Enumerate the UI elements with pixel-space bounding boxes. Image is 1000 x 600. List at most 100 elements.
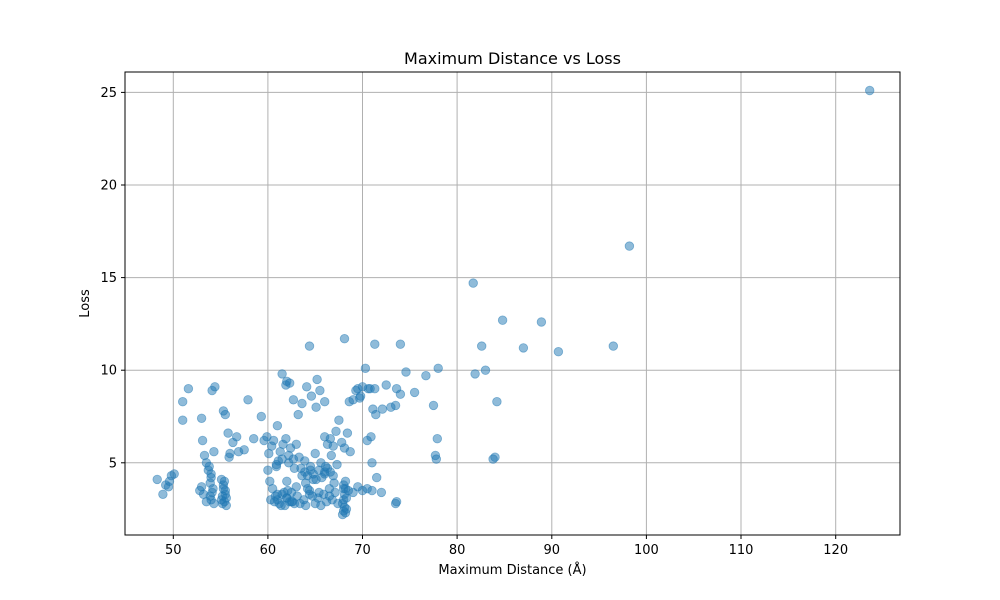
scatter-point xyxy=(377,404,388,414)
scatter-point xyxy=(263,465,273,475)
scatter-point xyxy=(480,365,491,375)
x-tick-label: 60 xyxy=(260,543,277,558)
scatter-point xyxy=(477,341,487,351)
scatter-point xyxy=(221,493,232,503)
scatter-point xyxy=(315,385,325,396)
scatter-point xyxy=(169,469,179,479)
scatter-point xyxy=(282,476,292,487)
scatter-point xyxy=(312,374,322,385)
scatter-point xyxy=(320,397,330,407)
scatter-point xyxy=(308,474,319,485)
x-tick-label: 100 xyxy=(634,543,659,558)
x-axis-ticks: 50 60 70 80 90 100 110 120 xyxy=(165,535,848,558)
scatter-point xyxy=(497,315,508,325)
scatter-point xyxy=(536,317,547,327)
x-tick-label: 80 xyxy=(449,543,466,558)
scatter-point xyxy=(277,369,287,379)
scatter-point xyxy=(433,363,443,374)
y-tick-label: 15 xyxy=(100,271,117,286)
grid-lines xyxy=(125,72,900,535)
scatter-point xyxy=(329,478,339,488)
scatter-point xyxy=(391,497,402,507)
scatter-point xyxy=(206,469,216,479)
scatter-point xyxy=(390,400,401,411)
data-points xyxy=(152,85,875,520)
scatter-point xyxy=(624,241,635,251)
scatter-point xyxy=(372,472,382,483)
scatter-point xyxy=(432,434,443,444)
scatter-point xyxy=(468,278,478,288)
scatter-point xyxy=(289,463,300,474)
scatter-point xyxy=(276,500,286,511)
scatter-point xyxy=(370,384,380,394)
scatter-point xyxy=(490,452,500,462)
scatter-point xyxy=(291,439,302,450)
scatter-point xyxy=(401,367,411,377)
chart-title: Maximum Distance vs Loss xyxy=(404,49,621,68)
scatter-point xyxy=(286,497,297,507)
scatter-point xyxy=(608,341,619,351)
scatter-point xyxy=(183,384,194,394)
scatter-point xyxy=(164,476,175,487)
scatter-point xyxy=(342,428,353,438)
scatter-point xyxy=(239,445,249,455)
scatter-point xyxy=(367,485,377,496)
scatter-point xyxy=(152,474,162,485)
scatter-point xyxy=(272,421,283,431)
scatter-point xyxy=(293,409,303,420)
scatter-point xyxy=(345,447,355,457)
scatter-point xyxy=(314,487,324,498)
scatter-point xyxy=(370,339,380,349)
scatter-point xyxy=(553,347,564,357)
scatter-point xyxy=(334,415,344,425)
scatter-point xyxy=(409,387,420,398)
scatter-point xyxy=(291,482,302,492)
scatter-point xyxy=(177,397,188,407)
scatter-point xyxy=(209,447,219,457)
scatter-point xyxy=(306,391,317,401)
x-tick-label: 120 xyxy=(823,543,848,558)
x-tick-label: 90 xyxy=(544,543,561,558)
scatter-point xyxy=(158,489,168,500)
x-tick-label: 70 xyxy=(354,543,371,558)
scatter-point xyxy=(326,450,337,461)
scatter-point xyxy=(219,476,230,487)
scatter-point xyxy=(220,409,231,420)
scatter-point xyxy=(197,435,208,446)
scatter-point xyxy=(395,389,406,399)
scatter-point xyxy=(271,459,282,470)
scatter-point xyxy=(302,382,312,392)
scatter-point xyxy=(297,471,307,481)
scatter-point xyxy=(196,413,207,424)
scatter-point xyxy=(284,458,294,468)
scatter-point xyxy=(376,487,387,498)
scatter-point xyxy=(360,363,371,374)
scatter-point xyxy=(281,434,291,444)
scatter-point xyxy=(332,459,342,470)
y-axis-label: Loss xyxy=(78,289,93,318)
scatter-point xyxy=(224,452,234,462)
scatter-point xyxy=(331,426,341,437)
scatter-point xyxy=(328,441,338,451)
scatter-point xyxy=(288,395,299,405)
scatter-point xyxy=(310,448,320,459)
scatter-point xyxy=(362,435,372,446)
scatter-point xyxy=(207,487,217,498)
scatter-point xyxy=(431,454,442,464)
scatter-point xyxy=(297,398,307,409)
scatter-point xyxy=(395,339,406,349)
y-tick-label: 5 xyxy=(109,456,117,471)
scatter-point xyxy=(381,380,391,390)
scatter-point xyxy=(518,343,529,353)
scatter-point xyxy=(301,500,311,511)
y-axis-ticks: 5 10 15 20 25 xyxy=(100,86,125,471)
scatter-point xyxy=(210,382,220,392)
y-tick-label: 25 xyxy=(100,86,117,101)
scatter-point xyxy=(320,467,330,477)
scatter-point xyxy=(248,434,259,444)
scatter-point xyxy=(256,411,267,422)
scatter-point xyxy=(470,369,480,379)
y-tick-label: 10 xyxy=(100,364,117,379)
